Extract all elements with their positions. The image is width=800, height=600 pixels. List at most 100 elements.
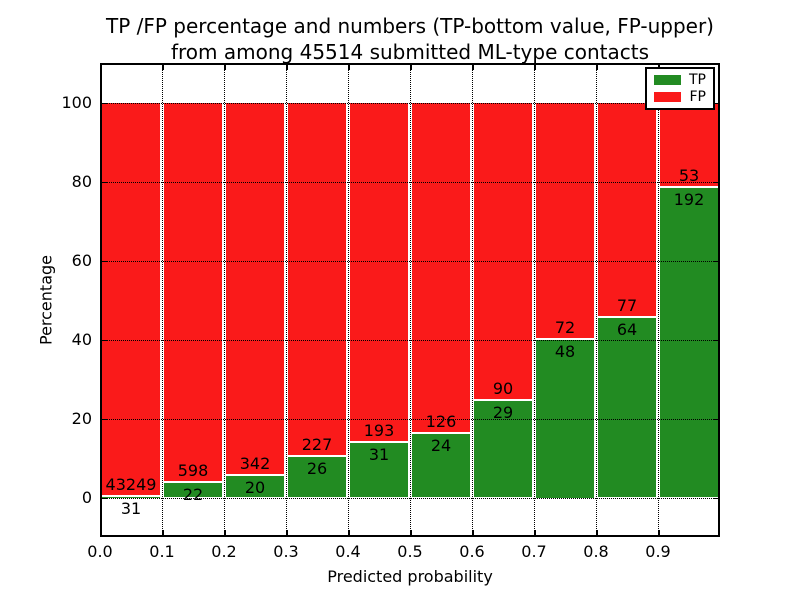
x-tick-mark — [410, 530, 412, 535]
y-tick-mark-right — [713, 497, 718, 499]
y-tick-label: 20 — [71, 408, 92, 428]
x-tick-label: 0.4 — [335, 542, 361, 561]
y-tick-mark-right — [713, 418, 718, 420]
legend-label-fp: FP — [689, 88, 707, 105]
legend-entry-tp: TP — [654, 73, 706, 87]
x-tick-mark-top — [286, 65, 288, 70]
bar-fp-count-label: 342 — [239, 453, 271, 473]
bar-tp-segment — [226, 475, 284, 498]
gridline-horizontal — [100, 497, 720, 499]
chart-title: TP /FP percentage and numbers (TP-bottom… — [100, 13, 720, 65]
bar-fp-count-label: 90 — [492, 379, 514, 399]
bar-fp-count-label: 598 — [177, 461, 209, 481]
gridline-vertical — [224, 63, 225, 537]
bar-tp-segment — [598, 318, 656, 498]
x-tick-mark-top — [100, 65, 102, 70]
x-tick-mark — [472, 530, 474, 535]
gridline-horizontal — [100, 418, 720, 420]
bar-fp-segment — [598, 102, 656, 317]
legend-label-tp: TP — [689, 72, 706, 89]
x-tick-label: 0.5 — [397, 542, 423, 561]
x-tick-label: 0.3 — [273, 542, 299, 561]
x-tick-mark — [162, 530, 164, 535]
bar-fp-segment — [102, 102, 160, 496]
chart-title-line1: TP /FP percentage and numbers (TP-bottom… — [106, 14, 714, 38]
bar-tp-count-label: 29 — [492, 403, 514, 423]
bar-tp-count-label: 31 — [120, 499, 142, 519]
bar-tp-segment — [412, 434, 470, 498]
x-tick-mark-top — [596, 65, 598, 70]
gridline-horizontal — [100, 339, 720, 341]
bar-fp-segment — [536, 102, 594, 338]
gridline-vertical — [658, 63, 659, 537]
bar-tp-segment — [660, 187, 718, 498]
bar-fp-segment — [350, 102, 408, 441]
x-tick-mark-top — [348, 65, 350, 70]
x-tick-mark — [224, 530, 226, 535]
x-tick-label: 0.2 — [211, 542, 237, 561]
x-tick-label: 0.6 — [459, 542, 485, 561]
y-tick-mark-right — [713, 102, 718, 104]
legend-entry-fp: FP — [654, 90, 706, 104]
bar-fp-count-label: 43249 — [105, 475, 157, 495]
gridline-vertical — [348, 63, 349, 537]
legend-box: TP FP — [645, 67, 715, 110]
y-tick-mark-right — [713, 339, 718, 341]
x-tick-label: 0.9 — [645, 542, 671, 561]
x-tick-label: 0.7 — [521, 542, 547, 561]
bar-fp-segment — [412, 102, 470, 433]
x-axis-label: Predicted probability — [327, 567, 493, 586]
bar-tp-count-label: 24 — [430, 436, 452, 456]
bar-fp-count-label: 193 — [363, 420, 395, 440]
gridline-horizontal — [100, 260, 720, 262]
bar-tp-segment — [474, 401, 532, 498]
gridline-vertical — [596, 63, 597, 537]
x-tick-mark — [348, 530, 350, 535]
gridline-vertical — [534, 63, 535, 537]
bar-tp-count-label: 26 — [306, 458, 328, 478]
bar-fp-count-label: 77 — [616, 296, 638, 316]
x-tick-mark-top — [162, 65, 164, 70]
y-tick-mark — [102, 260, 107, 262]
gridline-horizontal — [100, 181, 720, 183]
bar-fp-segment — [164, 102, 222, 482]
bar-fp-count-label: 53 — [678, 165, 700, 185]
bar-tp-count-label: 22 — [182, 485, 204, 505]
y-tick-mark-right — [713, 181, 718, 183]
y-tick-mark — [102, 418, 107, 420]
gridline-vertical — [162, 63, 163, 537]
bar-tp-count-label: 48 — [554, 341, 576, 361]
bar-tp-segment — [288, 456, 346, 498]
x-tick-mark — [658, 530, 660, 535]
x-tick-mark-top — [410, 65, 412, 70]
y-tick-mark — [102, 497, 107, 499]
y-tick-label: 100 — [61, 92, 92, 112]
x-tick-mark-top — [534, 65, 536, 70]
y-tick-label: 0 — [81, 487, 92, 507]
bar-fp-segment — [474, 102, 532, 400]
y-tick-label: 40 — [71, 329, 92, 349]
bar-fp-count-label: 126 — [425, 412, 457, 432]
x-tick-mark — [286, 530, 288, 535]
bar-tp-count-label: 31 — [368, 444, 390, 464]
x-tick-mark-top — [472, 65, 474, 70]
gridline-vertical — [286, 63, 287, 537]
bar-fp-segment — [660, 102, 718, 186]
y-tick-mark — [102, 339, 107, 341]
x-tick-label: 0.1 — [149, 542, 175, 561]
bar-tp-count-label: 64 — [616, 320, 638, 340]
bar-fp-segment — [288, 102, 346, 455]
gridline-vertical — [472, 63, 473, 537]
bar-fp-count-label: 227 — [301, 434, 333, 454]
y-tick-label: 60 — [71, 250, 92, 270]
bar-tp-count-label: 192 — [673, 189, 705, 209]
x-tick-mark-top — [224, 65, 226, 70]
y-tick-mark — [102, 102, 107, 104]
gridline-horizontal — [100, 102, 720, 104]
bar-tp-segment — [350, 442, 408, 498]
x-tick-label: 0.0 — [87, 542, 113, 561]
y-tick-mark-right — [713, 260, 718, 262]
x-tick-mark — [534, 530, 536, 535]
x-tick-label: 0.8 — [583, 542, 609, 561]
